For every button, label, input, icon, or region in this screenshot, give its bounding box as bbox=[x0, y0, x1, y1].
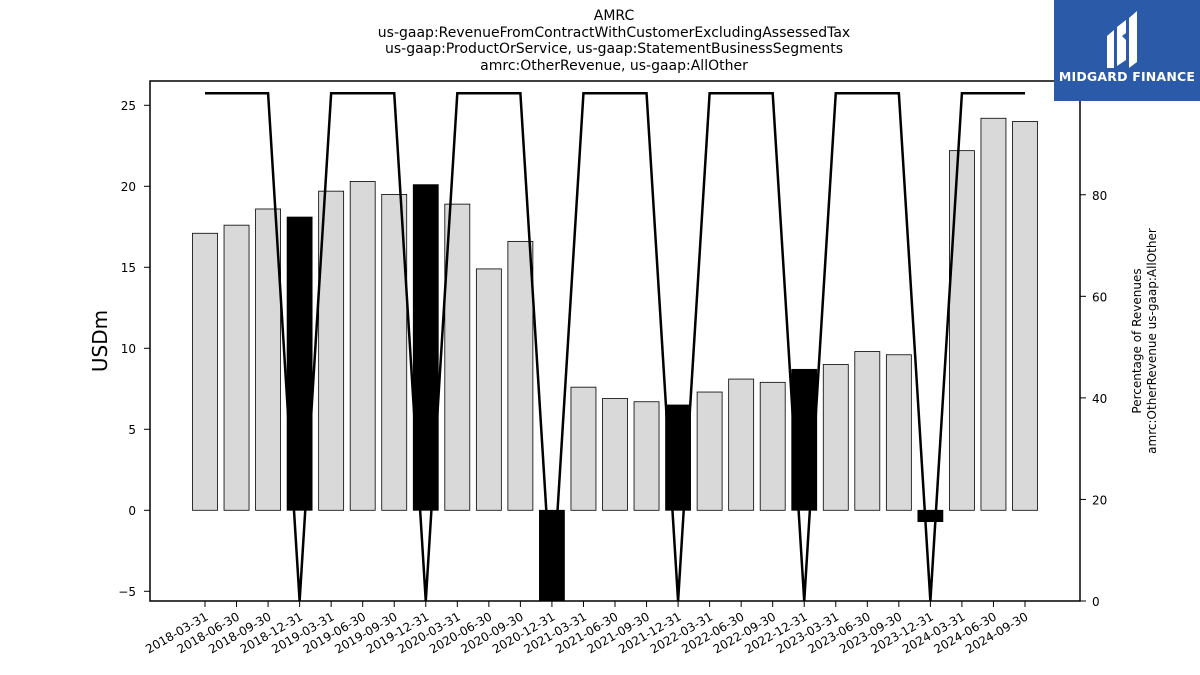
bar bbox=[223, 224, 250, 511]
midgard-finance-logo: MIDGARD FINANCE bbox=[1054, 0, 1200, 101]
bar bbox=[980, 117, 1007, 511]
line-series bbox=[205, 91, 1025, 602]
y-tick-label: 25 bbox=[121, 99, 136, 113]
bar bbox=[507, 240, 534, 511]
y2-tick-label: 80 bbox=[1092, 189, 1107, 203]
bar bbox=[791, 368, 818, 511]
logo-mark-icon bbox=[1107, 11, 1137, 68]
bar bbox=[602, 398, 628, 511]
chart-title-line-2: us-gaap:RevenueFromContractWithCustomerE… bbox=[378, 25, 850, 41]
y-tick-label: 0 bbox=[128, 504, 136, 518]
bar bbox=[822, 364, 849, 511]
bar bbox=[696, 391, 723, 511]
y2-axis-title-line-2: amrc:OtherRevenue us-gaap:AllOther bbox=[1145, 228, 1159, 454]
y2-tick-label: 60 bbox=[1092, 290, 1107, 304]
y-tick-label: 15 bbox=[121, 261, 136, 275]
bar bbox=[349, 181, 376, 511]
chart-title: AMRC us-gaap:RevenueFromContractWithCust… bbox=[378, 8, 850, 74]
bar bbox=[854, 351, 881, 511]
bar bbox=[475, 268, 502, 511]
y2-axis-title-line-1: Percentage of Revenues bbox=[1130, 268, 1144, 413]
bar-series bbox=[192, 117, 1038, 602]
y-axis-right: 020406080100 bbox=[1080, 87, 1115, 609]
y2-tick-label: 0 bbox=[1092, 595, 1100, 609]
bar bbox=[1012, 121, 1038, 511]
percentage-line bbox=[205, 91, 1025, 602]
y-axis-left: −5 0 5 10 15 20 25 bbox=[118, 99, 150, 599]
bar bbox=[728, 378, 755, 511]
bar bbox=[444, 203, 471, 511]
bar bbox=[949, 150, 975, 511]
y2-tick-label: 40 bbox=[1092, 392, 1107, 406]
y-axis-title: USDm bbox=[88, 310, 112, 372]
chart-title-line-3: us-gaap:ProductOrService, us-gaap:Statem… bbox=[385, 41, 843, 57]
bar bbox=[570, 386, 597, 511]
logo-text: MIDGARD FINANCE bbox=[1058, 69, 1196, 84]
y-tick-label: 5 bbox=[128, 423, 136, 437]
bar bbox=[759, 381, 786, 511]
bar bbox=[885, 354, 912, 511]
bar bbox=[192, 232, 218, 511]
x-axis: 2018-03-312018-06-302018-09-302018-12-31… bbox=[143, 601, 1031, 656]
y-tick-label: 10 bbox=[121, 342, 136, 356]
y-tick-label: −5 bbox=[118, 585, 136, 599]
bar bbox=[633, 401, 660, 511]
chart-title-line-1: AMRC bbox=[594, 8, 635, 24]
bar bbox=[917, 509, 944, 523]
y-tick-label: 20 bbox=[121, 180, 136, 194]
y2-tick-label: 20 bbox=[1092, 493, 1107, 507]
chart-title-line-4: amrc:OtherRevenue, us-gaap:AllOther bbox=[480, 58, 748, 74]
bar bbox=[255, 208, 281, 511]
